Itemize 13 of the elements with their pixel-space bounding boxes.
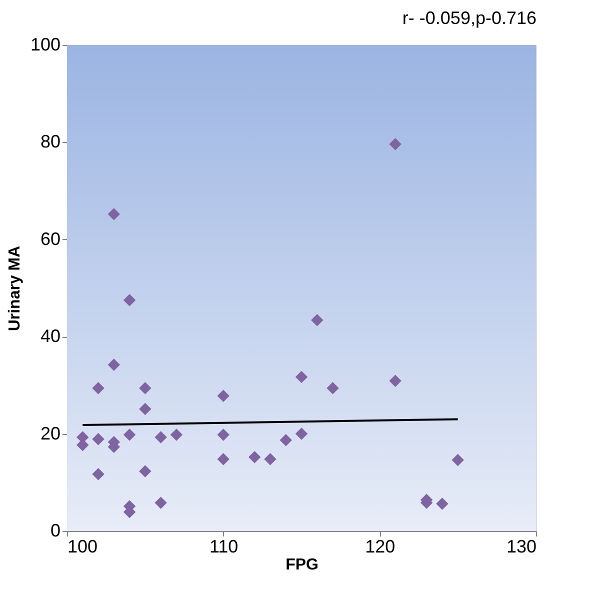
y-tick-label: 40 [40,326,60,346]
x-axis-title: FPG [286,556,318,574]
x-tick-label: 120 [365,536,396,556]
y-tick-label: 100 [30,34,60,54]
x-tick-label: 110 [209,536,238,556]
y-tick-label: 20 [40,423,60,444]
y-tick-label: 60 [40,228,60,249]
x-tick-label: 130 [506,536,536,556]
text: r- -0.059,p-0.716 [402,8,536,28]
y-tick-label: 0 [50,520,60,540]
y-tick-label: 80 [40,132,60,152]
y-axis-title: Urinary MA [6,245,24,332]
x-tick-label: 100 [68,536,98,556]
